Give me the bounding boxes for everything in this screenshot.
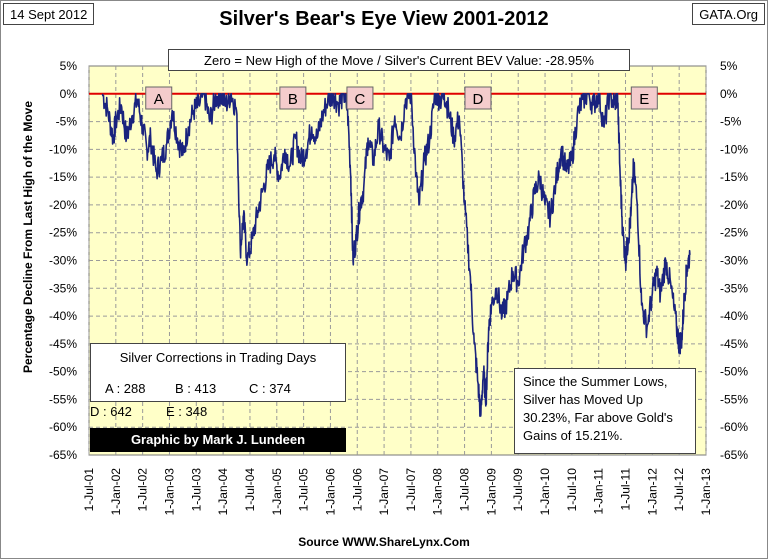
x-tick-label: 1-Jan-02 bbox=[109, 468, 123, 516]
site-label: GATA.Org bbox=[692, 3, 765, 25]
line-layer bbox=[89, 92, 706, 417]
y-tick-label-right: -45% bbox=[720, 337, 748, 351]
correction-e: E : 348 bbox=[166, 404, 208, 419]
y-tick-label-right: -5% bbox=[720, 115, 742, 129]
correction-a: A : 288 bbox=[105, 381, 146, 396]
corrections-box: Silver Corrections in Trading Days A : 2… bbox=[90, 343, 346, 402]
y-tick-label-left: -5% bbox=[56, 115, 78, 129]
y-tick-label-right: -65% bbox=[720, 448, 748, 462]
x-tick-label: 1-Jul-02 bbox=[136, 468, 150, 512]
y-tick-label-left: -15% bbox=[49, 170, 77, 184]
y-tick-label-left: -40% bbox=[49, 309, 77, 323]
x-tick-label: 1-Jul-09 bbox=[511, 468, 525, 512]
y-tick-label-left: 0% bbox=[60, 87, 78, 101]
y-tick-label-right: -60% bbox=[720, 420, 748, 434]
x-tick-label: 1-Jul-08 bbox=[458, 468, 472, 512]
x-tick-label: 1-Jul-05 bbox=[297, 468, 311, 512]
x-tick-label: 1-Jul-06 bbox=[350, 468, 364, 512]
y-tick-label-right: 0% bbox=[720, 87, 738, 101]
note-line-4: Gains of 15.21%. bbox=[523, 428, 623, 443]
y-tick-label-left: 5% bbox=[60, 59, 78, 73]
y-tick-label-right: -20% bbox=[720, 198, 748, 212]
corrections-title: Silver Corrections in Trading Days bbox=[119, 350, 317, 365]
correction-b: B : 413 bbox=[175, 381, 217, 396]
x-tick-label: 1-Jan-06 bbox=[323, 468, 337, 516]
source-footer: Source WWW.ShareLynx.Com bbox=[298, 535, 470, 549]
y-tick-label-right: -50% bbox=[720, 365, 748, 379]
note-line-3: 30.23%, Far above Gold's bbox=[523, 410, 673, 425]
x-tick-label: 1-Jul-07 bbox=[404, 468, 418, 512]
y-tick-label-left: -55% bbox=[49, 392, 77, 406]
correction-label-box bbox=[145, 86, 173, 110]
x-tick-label: 1-Jan-10 bbox=[538, 468, 552, 516]
y-tick-label-left: -20% bbox=[49, 198, 77, 212]
x-tick-label: 1-Jul-01 bbox=[82, 468, 96, 512]
y-tick-label-left: -45% bbox=[49, 337, 77, 351]
y-tick-label-left: -60% bbox=[49, 420, 77, 434]
y-tick-label-left: -50% bbox=[49, 365, 77, 379]
x-tick-label: 1-Jul-04 bbox=[243, 468, 257, 512]
y-tick-label-left: -35% bbox=[49, 281, 77, 295]
series-line-silver-bev bbox=[101, 93, 691, 417]
annotation-layer: A B C D E bbox=[145, 86, 658, 110]
y-tick-label-right: -10% bbox=[720, 142, 748, 156]
x-tick-label: 1-Jan-04 bbox=[216, 468, 230, 516]
axis-layer: 5% 5% 0% 0% -5% -5% -10% -10% -15% -15% -20% -20% -2… bbox=[49, 59, 748, 515]
correction-label-box bbox=[279, 86, 307, 110]
x-tick-label: 1-Jan-13 bbox=[699, 468, 713, 516]
correction-label-box bbox=[464, 86, 492, 110]
x-tick-label: 1-Jul-03 bbox=[189, 468, 203, 512]
date-label: 14 Sept 2012 bbox=[3, 3, 95, 25]
y-axis-label: Percentage Decline From Last High of the… bbox=[21, 100, 35, 374]
y-tick-label-left: -25% bbox=[49, 226, 77, 240]
correction-label-box bbox=[346, 86, 374, 110]
x-tick-label: 1-Jan-07 bbox=[377, 468, 391, 516]
x-tick-label: 1-Jan-05 bbox=[270, 468, 284, 516]
note-line-1: Since the Summer Lows, bbox=[523, 374, 668, 389]
x-tick-label: 1-Jan-03 bbox=[162, 468, 176, 516]
y-tick-label-right: 5% bbox=[720, 59, 738, 73]
x-tick-label: 1-Jan-09 bbox=[484, 468, 498, 516]
correction-label: D bbox=[473, 91, 484, 108]
correction-d: D : 642 bbox=[90, 404, 132, 419]
correction-label: A bbox=[154, 91, 164, 108]
y-tick-label-right: -30% bbox=[720, 254, 748, 268]
x-tick-label: 1-Jul-11 bbox=[619, 468, 633, 511]
x-tick-label: 1-Jan-08 bbox=[431, 468, 445, 516]
correction-label: B bbox=[288, 91, 298, 108]
x-tick-label: 1-Jan-11 bbox=[592, 468, 606, 515]
y-tick-label-left: -10% bbox=[49, 142, 77, 156]
y-tick-label-right: -40% bbox=[720, 309, 748, 323]
y-tick-label-left: -65% bbox=[49, 448, 77, 462]
x-tick-label: 1-Jan-12 bbox=[645, 468, 659, 516]
y-tick-label-right: -25% bbox=[720, 226, 748, 240]
correction-c: C : 374 bbox=[249, 381, 291, 396]
correction-label: E bbox=[639, 91, 649, 108]
chart-title: Silver's Bear's Eye View 2001-2012 bbox=[219, 8, 549, 30]
correction-label: C bbox=[355, 91, 366, 108]
correction-label-box bbox=[630, 86, 658, 110]
chart-subtitle: Zero = New High of the Move / Silver's C… bbox=[168, 49, 630, 71]
note-box: Since the Summer Lows, Silver has Moved … bbox=[514, 368, 696, 454]
y-tick-label-right: -55% bbox=[720, 392, 748, 406]
x-tick-label: 1-Jul-12 bbox=[672, 468, 686, 512]
x-tick-label: 1-Jul-10 bbox=[565, 468, 579, 512]
note-line-2: Silver has Moved Up bbox=[523, 392, 643, 407]
credit-bar: Graphic by Mark J. Lundeen bbox=[90, 428, 346, 452]
y-tick-label-left: -30% bbox=[49, 254, 77, 268]
y-tick-label-right: -35% bbox=[720, 281, 748, 295]
y-tick-label-right: -15% bbox=[720, 170, 748, 184]
